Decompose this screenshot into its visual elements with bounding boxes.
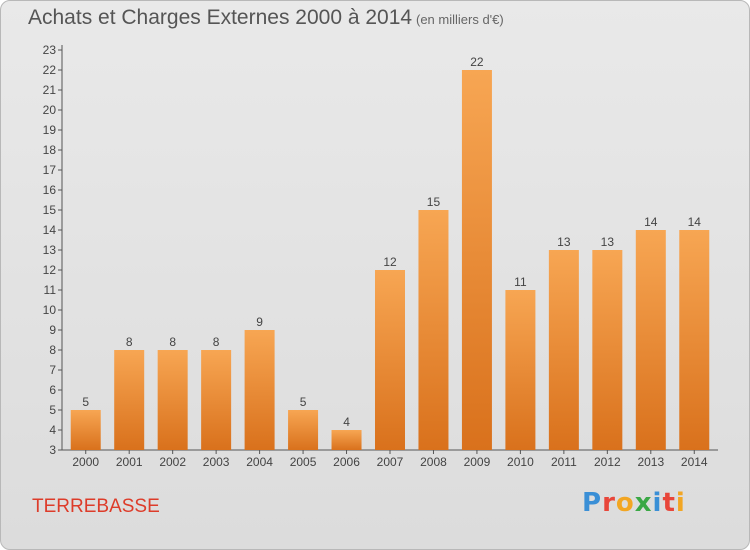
x-tick-label-2014: 2014 [681,455,708,469]
y-tick-label: 3 [49,443,56,457]
bar-2010 [505,290,536,450]
bar-2001 [114,350,145,450]
bar-2012 [592,250,623,450]
logo-letter: i [675,488,686,518]
x-tick-label-2008: 2008 [420,455,447,469]
y-tick-label: 21 [43,83,57,97]
y-tick-label: 15 [43,203,57,217]
data-label-2013: 14 [644,215,658,229]
x-tick-label-2002: 2002 [159,455,186,469]
x-tick-label-2005: 2005 [290,455,317,469]
data-label-2004: 9 [256,315,263,329]
bar-2014 [679,230,710,450]
bar-2007 [375,270,405,450]
logo-letter: i [652,488,663,518]
y-tick-label: 5 [49,403,56,417]
data-label-2009: 22 [470,55,484,69]
bar-2004 [244,330,275,450]
logo-letter: r [602,488,616,518]
y-tick-label: 10 [43,303,57,317]
data-label-2014: 14 [688,215,702,229]
chart-subtitle: (en milliers d'€) [416,12,504,27]
bar-2005 [288,410,319,450]
x-tick-label-2011: 2011 [551,455,577,469]
data-label-2012: 13 [601,235,615,249]
y-tick-label: 7 [49,363,56,377]
x-tick-label-2007: 2007 [377,455,404,469]
y-tick-label: 17 [43,163,57,177]
x-tick-label-2001: 2001 [116,455,143,469]
y-tick-label: 16 [43,183,57,197]
y-tick-label: 22 [43,63,57,77]
data-label-2011: 13 [557,235,571,249]
bar-2006 [331,430,362,450]
y-tick-label: 20 [43,103,57,117]
x-tick-label-2004: 2004 [246,455,273,469]
y-tick-label: 14 [43,223,57,237]
proxiti-logo: Proxiti [582,488,686,518]
x-tick-label-2003: 2003 [203,455,230,469]
y-tick-label: 4 [49,423,56,437]
y-tick-label: 12 [43,263,57,277]
chart-title: Achats et Charges Externes 2000 à 2014 [28,6,413,29]
bar-2008 [418,210,449,450]
logo-letter: o [615,488,635,518]
y-tick-label: 13 [43,243,57,257]
bar-2000 [70,410,101,450]
y-tick-label: 6 [49,383,56,397]
x-tick-label-2000: 2000 [72,455,99,469]
data-label-2008: 15 [427,195,441,209]
y-tick-label: 11 [44,283,57,297]
y-tick-label: 8 [49,343,56,357]
logo-letter: P [582,488,603,518]
x-tick-label-2013: 2013 [637,455,664,469]
logo-letter: t [662,488,676,518]
y-tick-label: 23 [43,43,57,57]
data-label-2010: 11 [514,275,527,289]
x-tick-label-2012: 2012 [594,455,621,469]
x-tick-label-2006: 2006 [333,455,360,469]
town-name: TERREBASSE [32,496,160,517]
bar-2013 [635,230,666,450]
data-label-2003: 8 [213,335,220,349]
y-tick-label: 18 [43,143,57,157]
data-label-2006: 4 [343,415,350,429]
bar-2002 [157,350,188,450]
data-label-2005: 5 [300,395,307,409]
x-tick-label-2009: 2009 [464,455,491,469]
data-label-2007: 12 [383,255,397,269]
bar-2011 [548,250,579,450]
data-label-2000: 5 [82,395,89,409]
data-label-2002: 8 [169,335,176,349]
y-tick-label: 9 [49,323,56,337]
data-label-2001: 8 [126,335,133,349]
y-tick-label: 19 [43,123,57,137]
x-tick-label-2010: 2010 [507,455,534,469]
bar-2009 [461,70,492,450]
logo-letter: x [634,488,653,518]
bar-2003 [201,350,232,450]
